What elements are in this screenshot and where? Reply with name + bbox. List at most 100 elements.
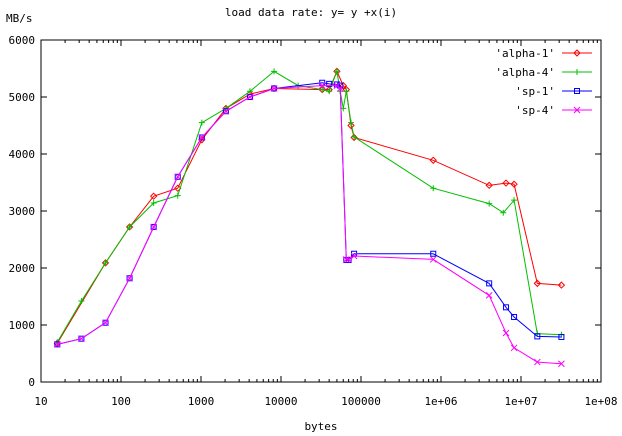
data-point [429,156,437,164]
data-point [78,335,85,342]
series-0 [53,67,566,347]
data-point [54,341,61,348]
data-point [510,180,518,188]
data-point [574,88,580,94]
data-point [533,358,541,366]
data-point [558,333,565,340]
data-point [573,49,581,57]
data-point [350,252,358,260]
data-point [430,185,437,192]
data-point [339,81,347,90]
y-tick-label: 5000 [9,91,36,104]
data-point [345,256,352,263]
data-point [574,69,580,75]
data-point [198,134,205,141]
data-point [246,93,254,101]
data-point [533,279,542,288]
legend-label: 'sp-1' [515,85,555,98]
data-point [511,314,518,321]
x-tick-label: 10 [34,395,47,408]
x-tick-label: 1000 [188,395,215,408]
data-point [347,121,355,130]
data-point [486,200,493,207]
data-point [150,200,157,207]
data-point [174,173,181,180]
data-point [126,275,133,282]
series-1 [54,68,565,346]
legend-label: 'alpha-4' [495,66,555,79]
data-point [486,280,493,287]
data-point [318,82,326,89]
data-point [126,274,133,282]
data-point [198,119,205,126]
series-line [56,70,562,344]
axis-ticks: 10 100 1000 10000 100000 1e+06 1e+07 1e+08 0 1000… [9,34,618,408]
series-line [57,82,562,345]
data-point [485,292,493,299]
y-axis-label: MB/s [6,12,33,25]
y-tick-label: 3000 [9,205,36,218]
x-axis-label: bytes [304,420,337,433]
data-point [348,119,355,126]
data-point [222,107,230,115]
data-point [174,184,182,192]
data-point [150,223,158,231]
data-point [222,108,229,115]
data-point [511,197,518,204]
data-point [503,304,510,311]
data-point [198,134,206,141]
data-point [270,85,278,92]
data-point [333,81,340,88]
y-tick-label: 6000 [9,34,36,47]
data-point [558,360,565,368]
y-tick-label: 4000 [9,148,36,161]
data-point [485,181,493,190]
data-point [246,88,253,95]
data-point [246,94,253,100]
data-point [174,192,181,199]
data-point [343,88,350,95]
series-3 [53,82,565,368]
data-point [326,80,333,87]
legend: 'alpha-1' 'alpha-4' 'sp-1' 'sp-4' [495,47,592,117]
data-point [502,179,510,187]
x-tick-label: 1e+07 [504,395,537,408]
x-tick-label: 100000 [341,395,381,408]
data-point [102,259,109,266]
data-point [78,335,85,343]
chart-title: load data rate: y= y +x(i) [225,6,397,19]
data-point [502,329,510,337]
series-line [57,85,562,365]
data-point [336,85,344,92]
y-tick-label: 1000 [9,319,36,332]
data-point [174,173,182,181]
series-line [56,69,562,343]
y-tick-label: 0 [28,376,35,389]
legend-label: 'sp-4' [515,104,555,117]
data-point [102,319,109,327]
data-point [557,281,566,289]
data-point [126,223,133,230]
data-point [351,133,358,140]
data-point [326,88,333,95]
data-point [102,319,109,326]
data-point [342,256,350,263]
data-point [429,256,437,263]
data-point [510,344,518,352]
data-point [430,250,437,257]
data-point [534,333,541,340]
y-tick-label: 2000 [9,262,36,275]
data-point [319,86,326,93]
data-point [53,341,61,348]
x-tick-label: 1e+08 [584,395,617,408]
data-point [150,223,157,230]
data-point [500,209,507,216]
legend-label: 'alpha-1' [495,47,555,60]
x-tick-label: 10000 [264,395,297,408]
series-2 [54,79,565,348]
data-point [271,68,278,75]
data-point [149,192,158,200]
series-group [53,67,566,368]
x-tick-label: 1e+06 [424,395,457,408]
